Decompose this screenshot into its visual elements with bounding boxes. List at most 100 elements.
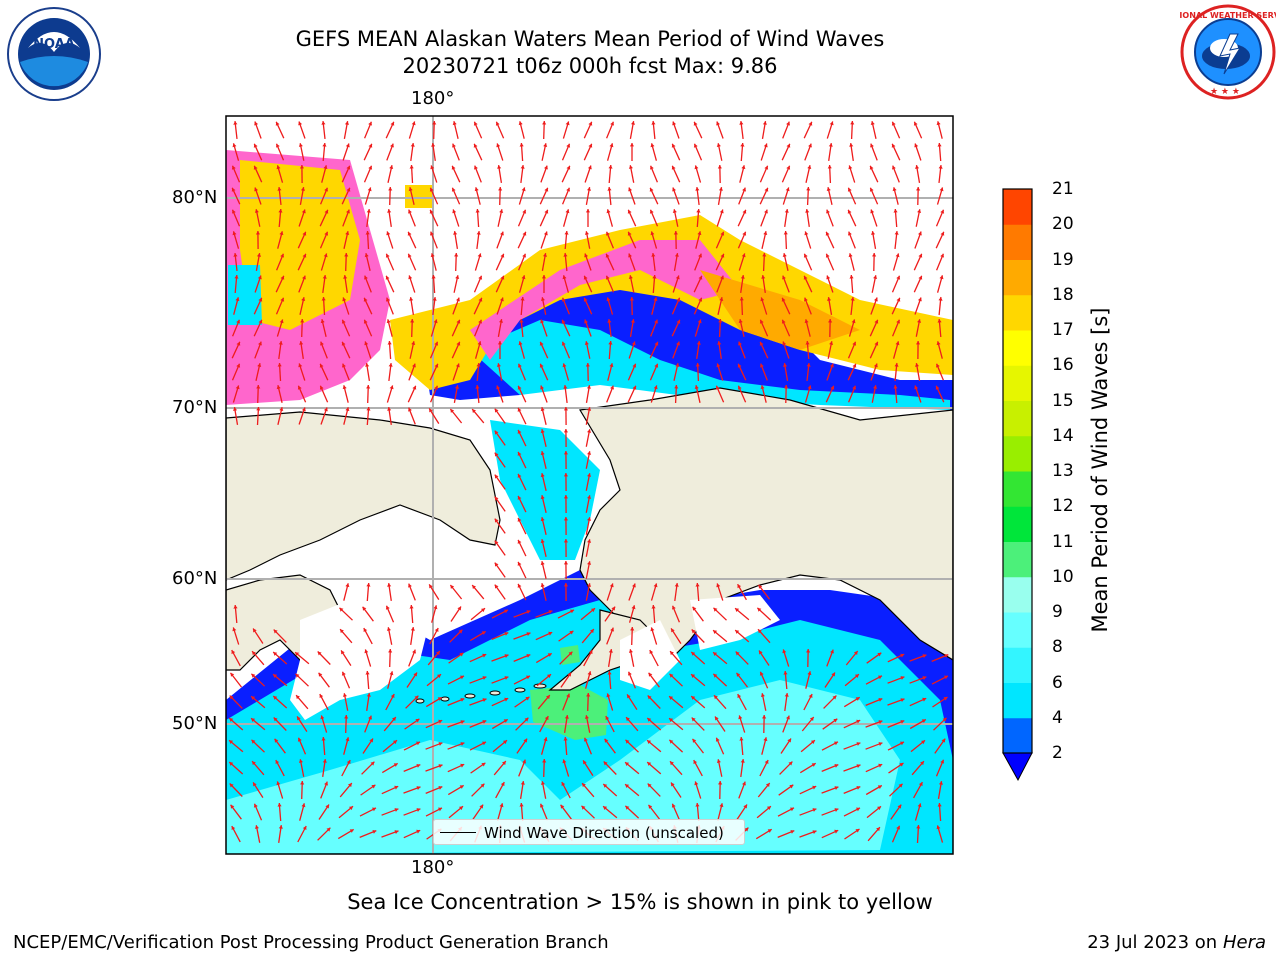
- wave-direction-arrowhead: [808, 121, 813, 126]
- wave-direction-arrowhead: [416, 741, 420, 746]
- wave-direction-arrowhead: [454, 253, 459, 257]
- wave-direction-arrowhead: [786, 143, 791, 148]
- wave-direction-arrowhead: [741, 253, 746, 258]
- wave-direction-arrowhead: [325, 804, 329, 809]
- wave-direction-arrowhead: [562, 297, 566, 302]
- wave-direction-arrowhead: [277, 803, 282, 807]
- wave-direction-arrowhead: [715, 385, 720, 390]
- wave-direction-arrowhead: [540, 583, 545, 588]
- colorbar-segment: [1003, 259, 1032, 296]
- wave-direction-arrowhead: [321, 121, 326, 125]
- wave-direction-arrowhead: [781, 297, 786, 302]
- wave-direction-arrowhead: [782, 253, 787, 257]
- wave-direction-arrowhead: [856, 764, 861, 768]
- wave-direction-arrowhead: [671, 628, 675, 633]
- wave-direction-arrowhead: [918, 782, 923, 787]
- wave-direction-arrowhead: [460, 698, 465, 702]
- wave-direction-arrowhead: [563, 517, 568, 521]
- wave-direction-arrowhead: [257, 275, 262, 280]
- wave-direction-arrowhead: [828, 143, 833, 147]
- wave-direction-arrowhead: [517, 385, 522, 390]
- wave-direction-arrowhead: [476, 363, 481, 367]
- wave-direction-arrowhead: [431, 143, 436, 147]
- wave-direction-arrowhead: [518, 363, 522, 368]
- wave-direction-arrowhead: [500, 231, 504, 236]
- wave-direction-arrowhead: [609, 143, 614, 148]
- wave-direction-arrowhead: [254, 187, 259, 192]
- wave-direction-arrowhead: [482, 720, 487, 724]
- wave-direction-arrowhead: [870, 143, 874, 148]
- wave-direction-arrowhead: [694, 781, 699, 786]
- wave-direction-arrowhead: [826, 209, 830, 214]
- wave-direction-arrowhead: [525, 696, 530, 701]
- wave-direction-arrowhead: [254, 825, 259, 829]
- colorbar-segment: [1003, 506, 1032, 542]
- wave-direction-arrowhead: [738, 715, 743, 720]
- wave-direction-arrowhead: [322, 143, 327, 147]
- wave-direction-arrowhead: [520, 165, 525, 169]
- wave-direction-arrowhead: [941, 738, 946, 743]
- wave-direction-arrowhead: [852, 341, 857, 346]
- wave-direction-arrowhead: [369, 738, 373, 743]
- wave-direction-arrowhead: [807, 385, 812, 390]
- wave-direction-arrowhead: [453, 231, 458, 235]
- wave-direction-arrowhead: [526, 632, 531, 636]
- wave-direction-arrowhead: [390, 121, 395, 126]
- wave-direction-arrowhead: [809, 717, 814, 721]
- wave-direction-arrowhead: [229, 718, 234, 722]
- wave-direction-arrowhead: [416, 808, 421, 812]
- wave-direction-arrowhead: [917, 209, 922, 213]
- footer-machine: Hera: [1222, 932, 1266, 953]
- wave-direction-arrowhead: [504, 654, 509, 658]
- wave-direction-arrowhead: [736, 672, 741, 677]
- wave-direction-arrowhead: [939, 187, 944, 192]
- wave-direction-arrowhead: [674, 385, 679, 389]
- wave-direction-arrowhead: [807, 165, 812, 169]
- colorbar-tick-label: 15: [1052, 390, 1074, 411]
- wave-direction-arrowhead: [472, 409, 476, 413]
- wave-direction-arrowhead: [412, 385, 417, 390]
- wave-direction-arrowhead: [698, 297, 703, 302]
- wave-direction-arrowhead: [918, 253, 923, 258]
- wave-direction-arrowhead: [233, 605, 238, 609]
- wave-direction-arrowhead: [232, 627, 237, 632]
- colorbar-tick-label: 9: [1052, 602, 1063, 622]
- wave-direction-arrowhead: [495, 121, 500, 126]
- wave-direction-arrowhead: [302, 231, 307, 236]
- wave-direction-arrowhead: [301, 407, 306, 412]
- wave-direction-arrowhead: [588, 650, 593, 655]
- wave-direction-arrowhead: [542, 121, 547, 125]
- colorbar-segment: [1003, 471, 1032, 507]
- wave-direction-arrowhead: [386, 627, 391, 631]
- wave-direction-arrowhead: [922, 654, 927, 658]
- wave-direction-arrowhead: [943, 697, 948, 701]
- wave-direction-arrowhead: [526, 654, 531, 658]
- wave-direction-arrowhead: [387, 341, 392, 345]
- wave-direction-arrowhead: [766, 806, 771, 810]
- wave-direction-arrowhead: [540, 407, 545, 412]
- wave-direction-arrowhead: [517, 583, 522, 588]
- wave-direction-arrowhead: [810, 740, 815, 744]
- wave-direction-arrowhead: [431, 275, 436, 279]
- wave-direction-arrowhead: [301, 209, 306, 214]
- wave-direction-arrowhead: [720, 275, 724, 280]
- wave-direction-arrowhead: [278, 209, 283, 213]
- wave-direction-arrowhead: [547, 653, 552, 657]
- wave-direction-arrowhead: [251, 739, 256, 744]
- wave-direction-arrowhead: [415, 718, 420, 723]
- wave-direction-arrowhead: [856, 742, 861, 746]
- wave-direction-arrowhead: [937, 143, 942, 147]
- wave-direction-arrowhead: [365, 231, 370, 235]
- wave-direction-arrowhead: [647, 718, 652, 722]
- no-data-okhotsk: [290, 590, 430, 720]
- wave-direction-arrowhead: [606, 297, 611, 302]
- wave-direction-arrowhead: [834, 741, 838, 746]
- wave-direction-arrowhead: [607, 319, 612, 323]
- wave-direction-arrowhead: [716, 121, 720, 126]
- wave-direction-arrowhead: [806, 187, 811, 191]
- colorbar-tick-label: 8: [1052, 637, 1063, 658]
- wave-direction-arrowhead: [478, 275, 483, 280]
- wave-direction-arrowhead: [324, 781, 328, 786]
- wave-direction-arrowhead: [739, 297, 744, 301]
- wave-direction-arrowhead: [475, 209, 480, 213]
